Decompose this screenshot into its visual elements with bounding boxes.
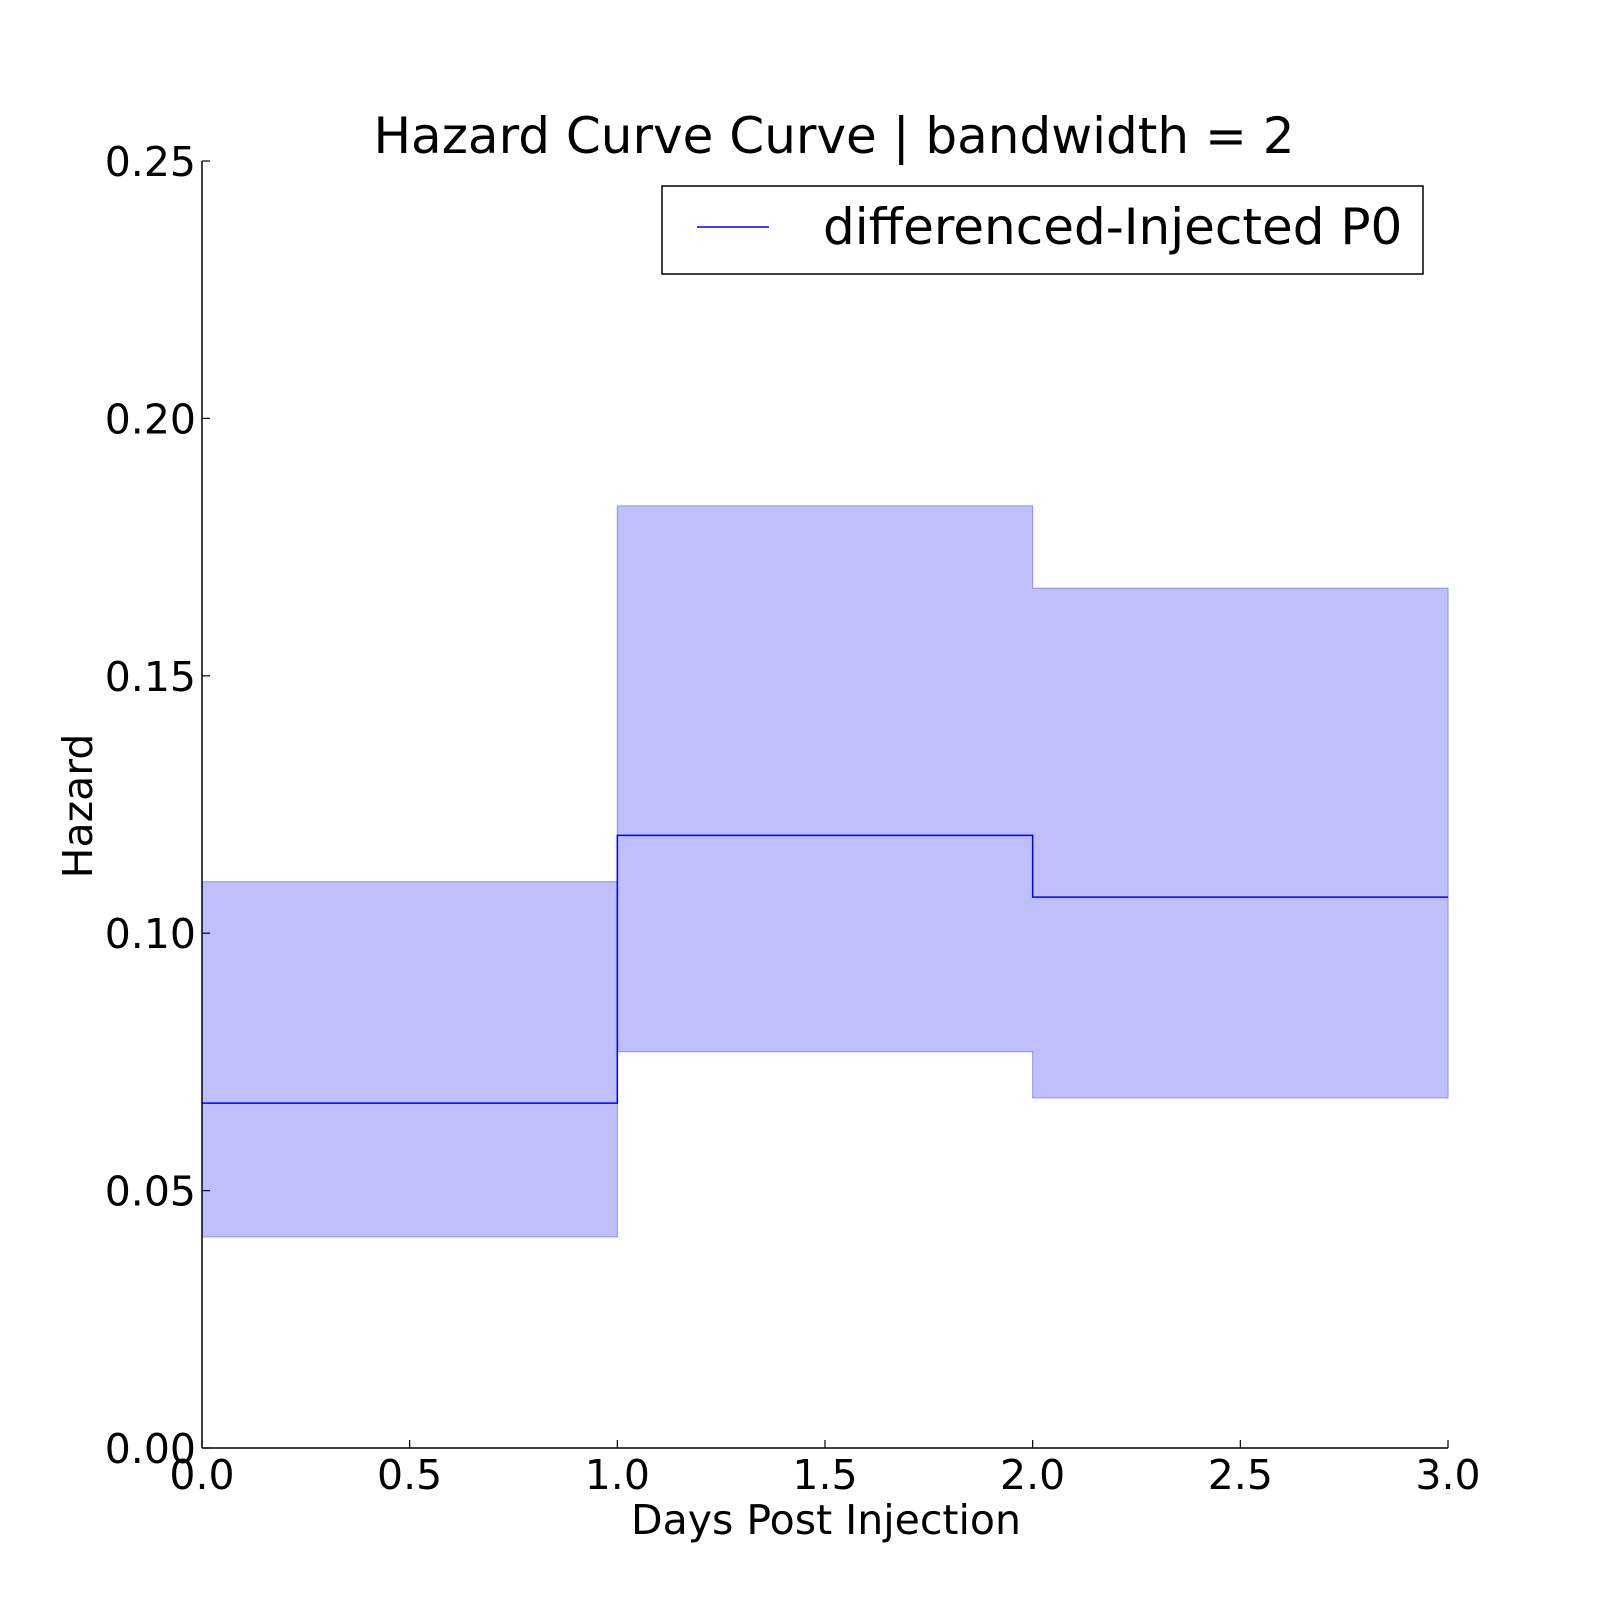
x-tick-label: 0.5 [377, 1451, 442, 1499]
hazard-step-line-0 [202, 834, 1448, 1104]
y-tick-label: 0.05 [105, 1168, 196, 1216]
y-tick-label: 0.25 [105, 138, 196, 186]
ticks-layer: 0.0 0.5 1.0 1.5 2.0 2.5 3.0 0.00 0.05 0.10 0.15 0.2… [105, 138, 1481, 1499]
y-axis-label: Hazard [54, 734, 102, 879]
y-tick-label: 0.15 [105, 653, 196, 701]
legend-box [661, 185, 1424, 275]
y-tick-label: 0.10 [105, 910, 196, 958]
x-tick-label: 1.5 [792, 1451, 857, 1499]
confidence-band-0 [201, 505, 1449, 1238]
x-axis-label: Days Post Injection [631, 1496, 1021, 1544]
x-tick-label: 0.0 [169, 1451, 234, 1499]
x-tick-label: 1.0 [585, 1451, 650, 1499]
y-tick-label: 0.20 [105, 395, 196, 443]
legend: differenced-Injected P0 [661, 185, 1424, 275]
chart-title: Hazard Curve Curve | bandwidth = 2 [373, 107, 1294, 165]
x-tick-label: 2.5 [1208, 1451, 1273, 1499]
x-tick-label: 2.0 [1000, 1451, 1065, 1499]
series-line-layer [202, 834, 1448, 1104]
legend-series-label: differenced-Injected P0 [823, 198, 1402, 256]
confidence-band-layer [201, 505, 1449, 1238]
y-tick-label: 0.00 [105, 1425, 196, 1473]
x-tick-label: 3.0 [1415, 1451, 1480, 1499]
